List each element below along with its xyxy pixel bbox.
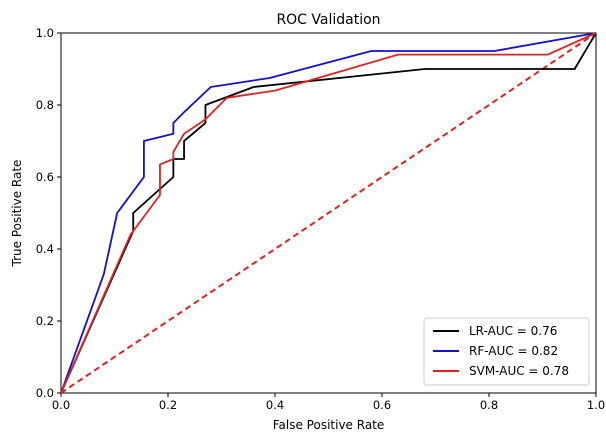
series-line-1 (60, 32, 597, 394)
legend-box (423, 317, 590, 386)
y-tick-label: 0.8 (36, 98, 54, 112)
x-tick-label: 0.2 (159, 398, 177, 412)
y-axis-label: True Positive Rate (10, 160, 24, 268)
legend-label-2: SVM-AUC = 0.78 (469, 364, 569, 378)
y-tick-label: 0.6 (36, 170, 54, 184)
legend-label-1: RF-AUC = 0.82 (469, 344, 558, 358)
y-tick-label: 0.2 (36, 314, 54, 328)
legend-label-0: LR-AUC = 0.76 (469, 324, 557, 338)
chart-title: ROC Validation (276, 12, 380, 28)
y-tick-label: 0.0 (36, 386, 54, 400)
y-tick-label: 0.4 (36, 242, 54, 256)
x-tick-label: 0.0 (52, 398, 70, 412)
series-lines (60, 32, 597, 394)
x-tick-label: 0.8 (480, 398, 498, 412)
x-tick-label: 0.6 (373, 398, 391, 412)
x-axis: 0.0 0.2 0.4 0.6 0.8 1.0 (52, 393, 605, 412)
plot-frame (60, 32, 597, 394)
series-line-0 (60, 32, 597, 394)
reference-diagonal (60, 32, 597, 394)
x-tick-label: 1.0 (587, 398, 605, 412)
plot-area (60, 32, 597, 394)
y-tick-label: 1.0 (36, 26, 54, 40)
chance-line (60, 32, 597, 394)
legend: LR-AUC = 0.76 RF-AUC = 0.82 SVM-AUC = 0.78 (423, 317, 590, 386)
x-tick-label: 0.4 (266, 398, 284, 412)
series-line-2 (60, 32, 597, 394)
y-axis: 0.0 0.2 0.4 0.6 0.8 1.0 (36, 26, 61, 400)
x-axis-label: False Positive Rate (273, 418, 385, 432)
